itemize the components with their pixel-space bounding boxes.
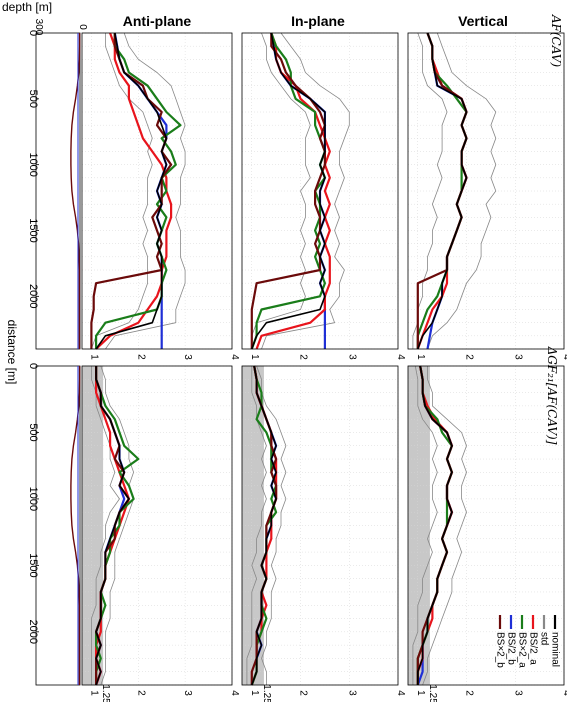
title-in-plane: In-plane bbox=[291, 13, 345, 29]
panel-frame bbox=[407, 365, 565, 686]
value-tick-label: 1.25 bbox=[100, 684, 111, 702]
series-line-std-upper bbox=[422, 366, 467, 686]
series-line-std-lower bbox=[91, 33, 153, 350]
title-anti-plane: Anti-plane bbox=[123, 13, 192, 29]
series-line-std-upper bbox=[261, 32, 350, 350]
value-tick-label: 4 bbox=[561, 690, 567, 696]
series-line-nominal bbox=[416, 365, 453, 685]
value-tick-label: 3 bbox=[512, 690, 523, 696]
series-line-nominal bbox=[251, 365, 277, 686]
series-line-std-lower bbox=[412, 365, 438, 685]
value-tick-label: 3 bbox=[182, 354, 193, 360]
distance-tick-label: 1000 bbox=[27, 152, 39, 176]
value-tick-label: 2 bbox=[135, 354, 146, 360]
value-tick-label: 1.25 bbox=[427, 684, 438, 702]
value-tick-label: 1.25 bbox=[261, 684, 272, 702]
series-line-std-lower bbox=[412, 32, 448, 349]
value-tick-label: 2 bbox=[298, 690, 309, 696]
value-tick-label: 1 bbox=[88, 354, 99, 360]
depth-profile-line bbox=[70, 33, 81, 349]
panel-vertical-1: 1 2 3 4 bbox=[407, 32, 567, 360]
distance-tick-label: 1500 bbox=[27, 218, 39, 242]
panel-in_plane-1: 1 2 3 4 bbox=[241, 32, 406, 360]
series-line-std-upper bbox=[427, 32, 497, 350]
value-tick-label: 4 bbox=[395, 354, 406, 360]
value-tick-label: 1 bbox=[88, 690, 99, 696]
panel-frame bbox=[81, 32, 233, 350]
depth-panel-frame bbox=[35, 365, 81, 686]
series-line-bs2-b-mul bbox=[90, 33, 173, 349]
value-tick-label: 4 bbox=[395, 690, 406, 696]
depth-tick-label: 0 bbox=[77, 24, 88, 30]
distance-tick-label: 0 bbox=[27, 363, 39, 369]
value-tick-label: 4 bbox=[229, 354, 240, 360]
legend-label: std bbox=[539, 632, 550, 645]
depth-panel-2 bbox=[35, 365, 81, 686]
panels-group: 05001000150020003000123412341234AF(CAV)0… bbox=[27, 14, 567, 702]
value-tick-label: 3 bbox=[512, 354, 523, 360]
value-tick-label: 2 bbox=[464, 690, 475, 696]
legend-label: BS×2_a bbox=[517, 632, 528, 668]
value-tick-label: 4 bbox=[561, 354, 567, 360]
shaded-band bbox=[408, 366, 430, 685]
series-line-std-upper bbox=[105, 32, 186, 350]
panel-in_plane-2: 1 2 3 4 1.25 bbox=[241, 365, 406, 702]
panel-frame bbox=[81, 365, 233, 686]
value-tick-label: 1 bbox=[249, 690, 260, 696]
row-label-1: AF(CAV) bbox=[549, 14, 563, 68]
series-line-nominal bbox=[95, 366, 130, 686]
distance-axis-label: distance [m] bbox=[5, 320, 19, 385]
depth-panel-1 bbox=[35, 32, 81, 350]
shaded-band bbox=[242, 366, 264, 685]
depth-panel-frame bbox=[35, 32, 81, 350]
series-line-std-upper bbox=[100, 365, 135, 686]
legend-label: BS×2_b bbox=[495, 632, 506, 668]
series-line-nominal bbox=[251, 32, 326, 350]
panel-anti_plane-2: 1 2 3 4 1.25 bbox=[81, 365, 240, 702]
value-tick-label: 1 bbox=[415, 690, 426, 696]
distance-tick-label: 2000 bbox=[27, 620, 39, 644]
series-line-nominal bbox=[95, 32, 168, 350]
panel-vertical-2: 1 2 3 4 1.25 bbox=[407, 365, 567, 702]
title-vertical: Vertical bbox=[458, 13, 508, 29]
distance-tick-label: 1500 bbox=[27, 553, 39, 577]
value-tick-label: 1 bbox=[415, 354, 426, 360]
panel-frame bbox=[241, 365, 399, 686]
value-tick-label: 1 bbox=[249, 354, 260, 360]
value-tick-label: 2 bbox=[464, 354, 475, 360]
panel-frame bbox=[407, 32, 565, 350]
distance-tick-label: 2000 bbox=[27, 284, 39, 308]
series-line-std-upper bbox=[256, 365, 287, 685]
distance-tick-label: 0 bbox=[27, 30, 39, 36]
distance-tick-label: 500 bbox=[27, 90, 39, 108]
value-tick-label: 3 bbox=[182, 690, 193, 696]
distance-tick-label: 1000 bbox=[27, 487, 39, 511]
distance-tick-label: 500 bbox=[27, 423, 39, 441]
series-line-bs2-b-mul bbox=[250, 33, 326, 349]
value-tick-label: 3 bbox=[346, 354, 357, 360]
value-tick-label: 2 bbox=[298, 354, 309, 360]
row-label-2: ΔGF₂₁[AF(CAV)] bbox=[545, 346, 559, 445]
panel-anti_plane-1: 1 2 3 4 bbox=[81, 32, 240, 360]
legend-label: BS/2_a bbox=[528, 632, 539, 665]
series-line-std-lower bbox=[91, 366, 120, 685]
depth-axis-label: depth [m] bbox=[2, 0, 52, 14]
series-line-nominal bbox=[417, 32, 468, 350]
panel-frame bbox=[241, 32, 399, 350]
depth-profile-line bbox=[70, 366, 81, 685]
legend-label: BS/2_b bbox=[506, 632, 517, 665]
value-tick-label: 4 bbox=[229, 690, 240, 696]
depth-tick-label: 300 bbox=[33, 19, 44, 36]
value-tick-label: 3 bbox=[346, 690, 357, 696]
legend-label: nominal bbox=[550, 632, 561, 667]
series-line-std-lower bbox=[251, 32, 311, 349]
value-tick-label: 2 bbox=[135, 690, 146, 696]
